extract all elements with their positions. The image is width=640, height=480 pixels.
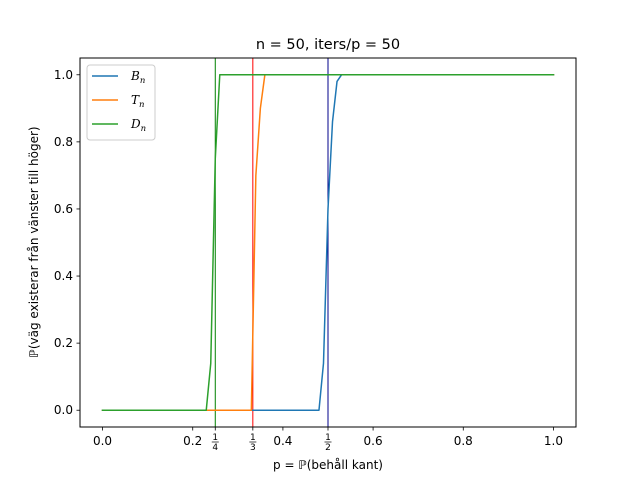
x-tick-label: 1.0	[544, 434, 563, 448]
x-frac-tick-denominator: 3	[250, 443, 256, 453]
y-tick-label: 0.4	[54, 269, 73, 283]
x-tick-label: 0.8	[454, 434, 473, 448]
legend-label-subscript: n	[140, 76, 145, 86]
x-tick-label: 0.6	[364, 434, 383, 448]
x-frac-tick-denominator: 2	[325, 443, 331, 453]
y-tick-label: 0.0	[54, 403, 73, 417]
y-axis-label: ℙ(väg existerar från vänster till höger)	[27, 126, 41, 357]
x-frac-tick-numerator: 1	[250, 433, 256, 443]
y-tick-label: 0.2	[54, 336, 73, 350]
legend-box	[86, 64, 156, 141]
y-tick-label: 0.6	[54, 202, 73, 216]
x-axis-label: p = ℙ(behåll kant)	[273, 458, 383, 472]
chart-title: n = 50, iters/p = 50	[256, 37, 400, 53]
series-line-Dn	[101, 74, 555, 411]
x-frac-tick-numerator: 1	[212, 433, 218, 443]
x-tick-label: 0.0	[93, 434, 112, 448]
legend-label-subscript: n	[139, 100, 144, 110]
x-frac-tick-denominator: 4	[212, 443, 218, 453]
x-tick-label: 0.4	[273, 434, 292, 448]
x-tick-label: 0.2	[183, 434, 202, 448]
x-frac-tick-numerator: 1	[325, 433, 331, 443]
legend-label-Dn: Dn	[130, 117, 146, 134]
y-tick-label: 0.8	[54, 135, 73, 149]
series-lines	[101, 74, 555, 411]
y-ticks: 0.0 0.2 0.4 0.6 0.8 1.0	[54, 68, 80, 417]
legend-label-main: B	[130, 69, 140, 83]
legend-label-main: T	[131, 93, 140, 107]
legend-label-main: D	[130, 117, 141, 131]
legend-label-Tn: Tn	[131, 93, 145, 110]
legend-label-Bn: Bn	[130, 69, 145, 86]
legend-label-subscript: n	[141, 124, 146, 134]
y-tick-label: 1.0	[54, 68, 73, 82]
